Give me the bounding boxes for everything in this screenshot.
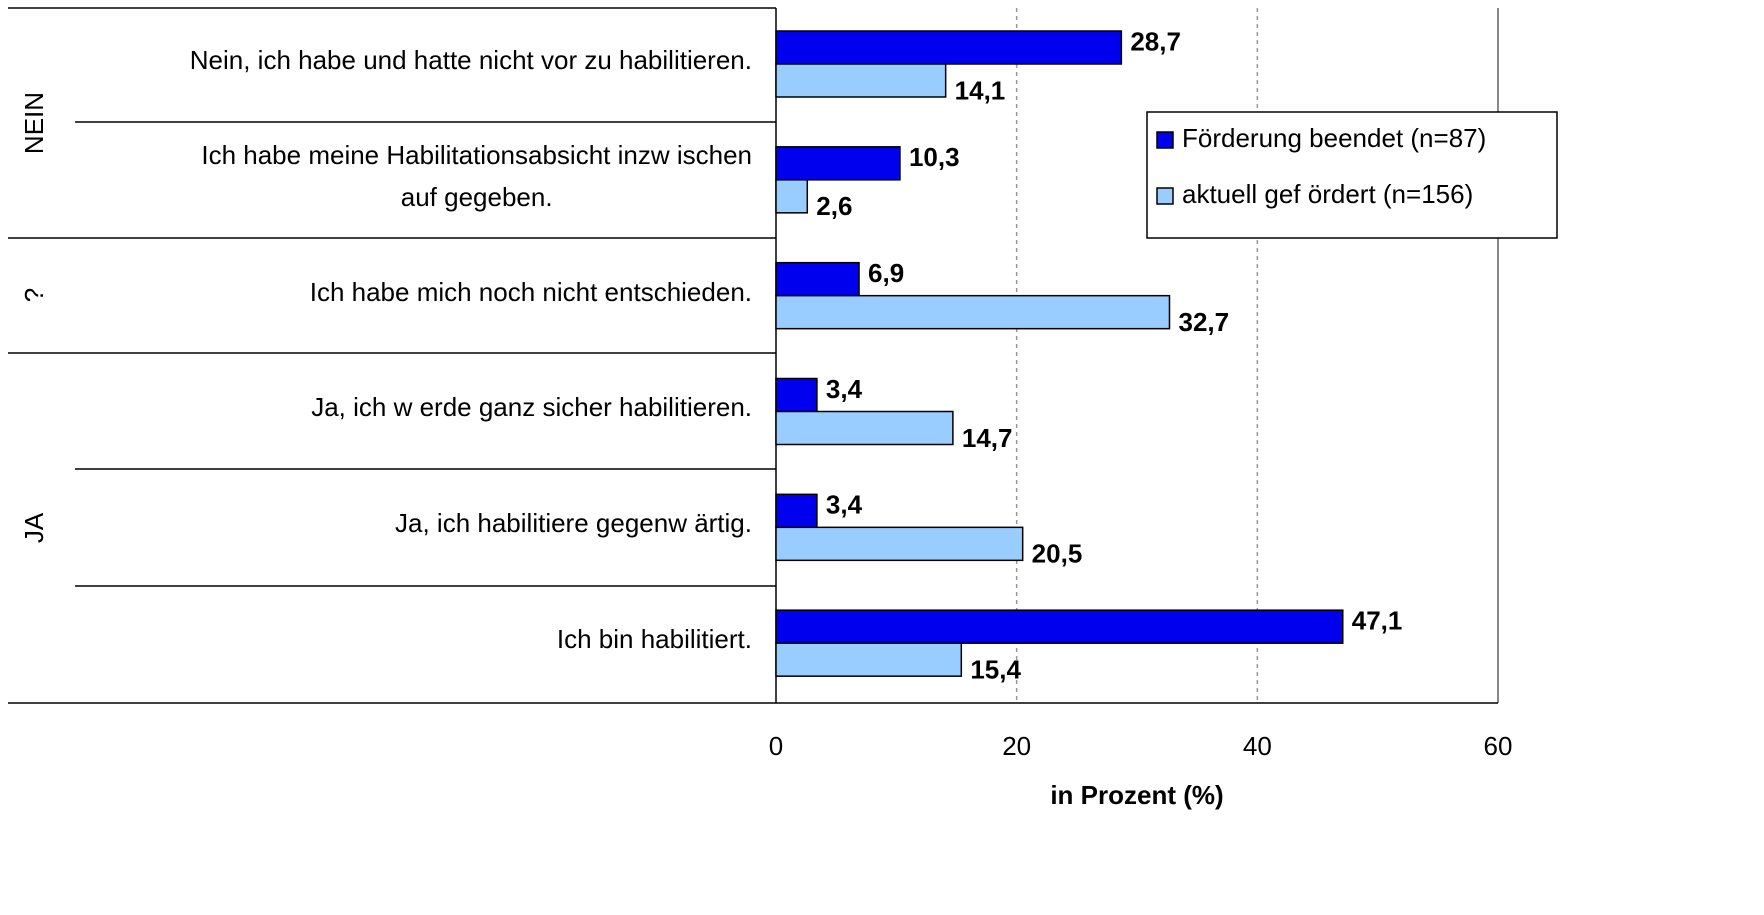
bar xyxy=(775,294,1171,330)
x-axis-title: in Prozent (%) xyxy=(1050,780,1223,810)
x-tick-label: 40 xyxy=(1243,731,1272,761)
data-label: 32,7 xyxy=(1178,307,1229,337)
y-tick-label: Nein, ich habe und hatte nicht vor zu ha… xyxy=(190,39,752,81)
data-label: 20,5 xyxy=(1032,539,1083,569)
group-label: NEIN xyxy=(19,92,49,154)
data-label: 14,7 xyxy=(962,423,1013,453)
data-label: 10,3 xyxy=(909,142,960,172)
category-text: Ich habe mich noch nicht entschieden. xyxy=(309,276,752,307)
bar xyxy=(775,30,1123,65)
data-label: 15,4 xyxy=(970,655,1021,685)
y-tick-label: Ich bin habilitiert. xyxy=(557,618,752,660)
data-label: 3,4 xyxy=(826,490,863,520)
bar xyxy=(775,642,963,677)
category-text: Ich bin habilitiert. xyxy=(556,624,752,655)
legend-label: aktuell gef ördert (n=156) xyxy=(1182,179,1473,209)
bar xyxy=(775,179,809,214)
category-text: Ja, ich w erde ganz sicher habilitieren. xyxy=(311,392,752,423)
data-label: 28,7 xyxy=(1130,26,1181,56)
bar xyxy=(775,377,818,413)
bar xyxy=(775,410,954,446)
category-text: Nein, ich habe und hatte nicht vor zu ha… xyxy=(189,44,752,75)
legend-box xyxy=(1146,111,1558,239)
data-label: 47,1 xyxy=(1352,606,1403,636)
y-tick-label: Ich habe meine Habilitationsabsicht inzw… xyxy=(201,134,752,218)
x-tick-label: 0 xyxy=(769,731,783,761)
bar xyxy=(775,63,947,98)
bar xyxy=(775,526,1024,562)
data-label: 2,6 xyxy=(816,191,852,221)
bar xyxy=(775,261,860,297)
bar xyxy=(775,493,818,529)
group-label: ? xyxy=(19,288,49,302)
data-label: 3,4 xyxy=(826,374,863,404)
separators xyxy=(8,7,776,704)
legend-swatch xyxy=(1156,187,1174,205)
x-tick-label: 60 xyxy=(1484,731,1513,761)
data-label: 14,1 xyxy=(955,75,1006,105)
category-text: Ich habe meine Habilitationsabsicht inzw… xyxy=(201,139,752,212)
bar xyxy=(775,609,1344,644)
y-tick-label: Ich habe mich noch nicht entschieden. xyxy=(310,271,752,313)
category-text: Ja, ich habilitiere gegenw ärtig. xyxy=(395,508,752,539)
y-tick-label: Ja, ich habilitiere gegenw ärtig. xyxy=(395,502,752,544)
y-tick-label: Ja, ich w erde ganz sicher habilitieren. xyxy=(311,386,752,428)
x-tick-label: 20 xyxy=(1002,731,1031,761)
data-label: 6,9 xyxy=(868,258,904,288)
bar xyxy=(775,146,901,181)
group-label: JA xyxy=(19,512,49,543)
legend-swatch xyxy=(1156,131,1174,149)
legend-label: Förderung beendet (n=87) xyxy=(1182,123,1486,153)
